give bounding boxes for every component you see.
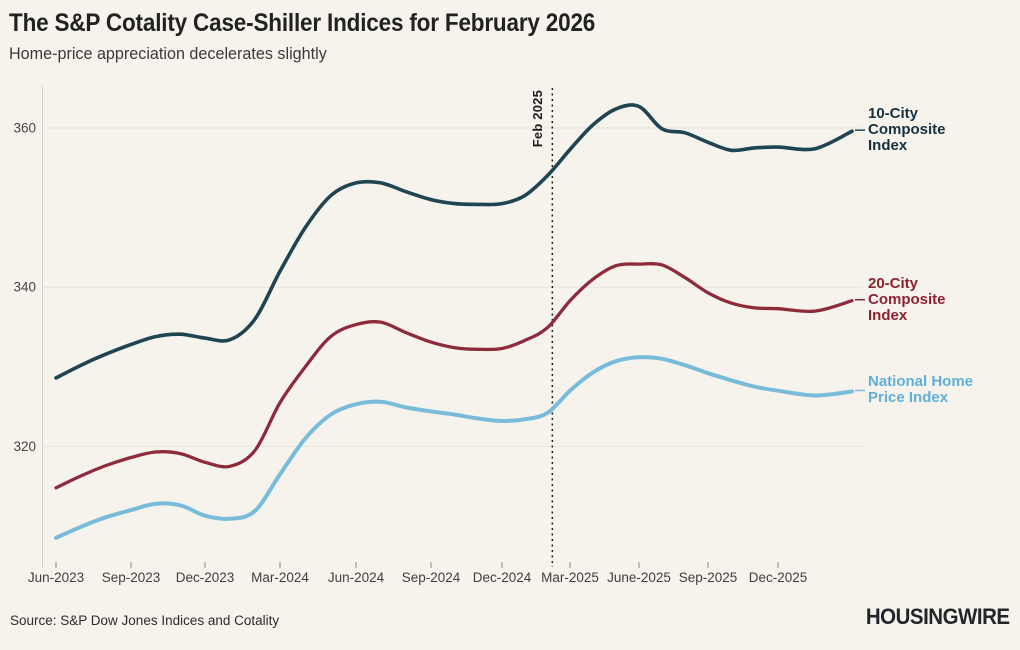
housingwire-logo: HOUSINGWIRE bbox=[866, 604, 1010, 629]
series-label-national-home-price-index: National Home Price Index bbox=[868, 373, 974, 407]
x-tick-label: Dec-2023 bbox=[176, 570, 235, 585]
x-tick-label: Jun-2023 bbox=[28, 570, 84, 585]
chart-subtitle: Home-price appreciation decelerates slig… bbox=[9, 44, 327, 63]
x-tick-label: Dec-2025 bbox=[749, 570, 808, 585]
chart-title: The S&P Cotality Case-Shiller Indices fo… bbox=[9, 9, 596, 37]
x-tick-label: Jun-2024 bbox=[328, 570, 385, 585]
annotation-feb-2025-label: Feb 2025 bbox=[530, 90, 546, 148]
x-tick-label: Sep-2024 bbox=[402, 570, 461, 585]
series-line-national-home-price-index bbox=[54, 355, 854, 540]
series-label-10-city-composite-index: 10-City Composite Index bbox=[868, 105, 946, 155]
source-note: Source: S&P Dow Jones Indices and Cotali… bbox=[10, 613, 280, 628]
series-line-20-city-composite-index bbox=[54, 261, 854, 490]
y-tick-label: 340 bbox=[13, 280, 36, 295]
x-tick-label: Dec-2024 bbox=[473, 570, 532, 585]
x-tick-label: Mar-2025 bbox=[541, 570, 599, 585]
y-tick-label: 320 bbox=[13, 439, 36, 454]
x-tick-label: Sep-2023 bbox=[102, 570, 161, 585]
x-tick-label: Sep-2025 bbox=[679, 570, 738, 585]
series-label-20-city-composite-index: 20-City Composite Index bbox=[868, 274, 946, 324]
x-tick-label: Mar-2024 bbox=[251, 570, 309, 585]
y-tick-label: 360 bbox=[13, 121, 36, 136]
series-line-10-city-composite-index bbox=[54, 103, 854, 380]
x-tick-label: June-2025 bbox=[607, 570, 671, 585]
